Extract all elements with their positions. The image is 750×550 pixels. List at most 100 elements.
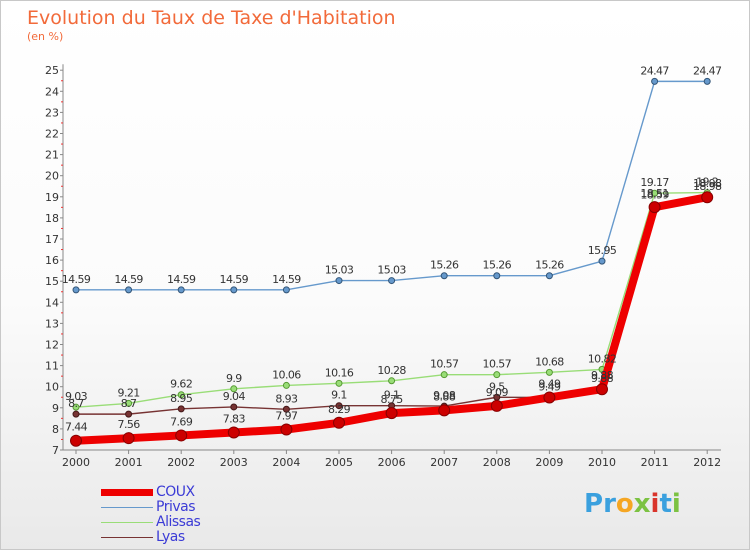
data-label: 9.1 [384,389,400,402]
data-label: 15.03 [325,264,354,277]
series-line-privas [75,80,708,291]
data-label: 24.47 [693,64,722,77]
data-point [493,371,501,379]
logo-letter: x [633,489,651,519]
y-tick-label: 13 [45,317,59,330]
data-point [177,405,185,413]
data-label: 9.88 [591,369,614,382]
data-label: 8.88 [433,390,456,403]
data-point [388,377,396,385]
x-tick-label: 2011 [641,456,669,469]
data-point [545,272,553,280]
data-point [545,368,553,376]
y-tick-label: 22 [45,128,59,141]
data-label: 18.51 [640,187,669,200]
data-point [651,77,659,85]
data-label: 10.68 [535,355,564,368]
data-point [230,403,238,411]
data-point [335,379,343,387]
data-label: 15.03 [377,264,406,277]
x-tick-label: 2005 [325,456,353,469]
legend-label: Privas [156,499,196,515]
data-point [230,385,238,393]
data-label: 9.21 [118,386,140,399]
data-point [125,399,133,407]
legend-item-lyas: Lyas [101,530,301,545]
data-point [282,381,290,389]
data-point [335,402,343,410]
data-label: 10.28 [377,364,406,377]
data-point [440,272,448,280]
data-point [440,371,448,379]
data-label: 15.26 [483,259,512,272]
legend-swatch [101,537,153,538]
data-point [70,434,82,447]
legend-item-privas: Privas [101,500,301,515]
y-tick-label: 10 [45,381,59,394]
y-tick-label: 25 [45,64,59,77]
logo-letter: o [615,489,634,519]
data-label: 9.03 [65,390,88,403]
data-label: 8.29 [328,403,351,416]
data-label: 9.1 [331,389,347,402]
data-label: 9.88 [591,372,614,385]
x-tick-label: 2001 [115,456,143,469]
data-label: 10.16 [325,366,354,379]
data-label: 24.47 [640,64,669,77]
data-label: 8.95 [170,392,193,405]
data-label: 18.98 [693,177,722,190]
data-point [175,429,188,442]
legend-label: COUX [156,484,195,500]
x-tick-label: 2002 [167,456,195,469]
data-point [282,405,290,413]
y-tick-label: 23 [45,106,59,119]
data-label: 15.26 [430,259,459,272]
data-point [385,407,398,420]
y-tick-label: 16 [45,254,59,267]
data-label: 15.26 [535,259,564,272]
chart-title: Evolution du Taux de Taxe d'Habitation [27,7,396,29]
data-point [125,410,133,418]
data-label: 9.9 [226,372,242,385]
legend-item-coux: COUX [101,485,301,500]
data-point [438,404,451,417]
data-point [72,286,80,294]
x-tick-label: 2006 [378,456,406,469]
data-point [651,189,659,197]
legend-label: Lyas [156,529,185,545]
y-tick-label: 14 [45,296,59,309]
logo-letter: P [584,489,604,519]
y-tick-label: 7 [52,444,59,457]
data-point [701,191,714,204]
data-label: 10.82 [588,352,617,365]
x-tick-label: 2012 [693,456,721,469]
y-tick-label: 21 [45,149,59,162]
y-tick-label: 19 [45,191,59,204]
logo-letter: i [650,489,660,519]
data-label: 14.59 [114,273,143,286]
y-tick-label: 8 [52,423,59,436]
data-label: 7.44 [65,421,88,434]
data-label: 18.59 [640,188,669,201]
data-label: 14.59 [272,273,301,286]
logo-letter: i [671,489,681,519]
data-label: 9.5 [489,380,505,393]
data-label: 10.06 [272,368,301,381]
data-label: 9.62 [170,378,192,391]
x-tick-label: 2000 [62,456,90,469]
data-point [596,383,608,396]
y-tick-label: 17 [45,233,59,246]
legend: COUX Privas Alissas Lyas [101,485,301,545]
y-tick-label: 9 [52,402,59,415]
data-label: 9.49 [538,377,561,390]
data-point [122,432,135,445]
data-point [230,286,238,294]
data-point [490,399,503,412]
data-label: 14.59 [167,273,196,286]
data-label: 15.95 [588,244,617,257]
data-point [177,286,185,294]
data-point [388,277,396,285]
data-label: 14.59 [220,273,249,286]
data-label: 10.57 [483,358,512,371]
data-point [227,426,240,439]
